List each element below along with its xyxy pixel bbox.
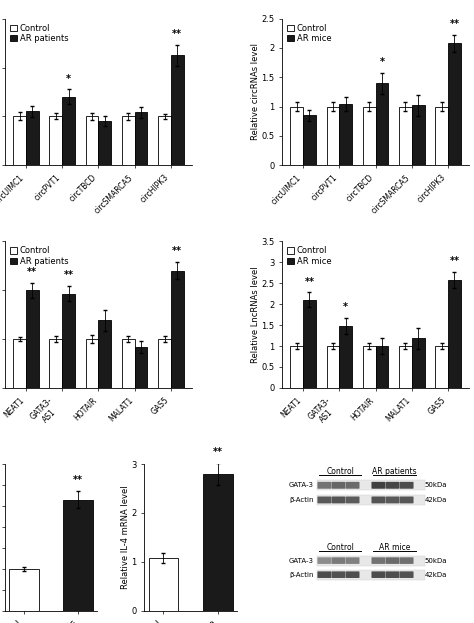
Bar [399, 107, 412, 165]
Bar [412, 105, 425, 165]
Text: *: * [66, 74, 71, 83]
Bar [203, 474, 233, 611]
Bar [327, 346, 339, 388]
Bar [399, 346, 412, 388]
Bar [64, 500, 93, 611]
Bar [158, 339, 171, 388]
Bar [62, 293, 75, 388]
Bar [363, 346, 375, 388]
Text: **: ** [449, 19, 459, 29]
Legend: Control, AR mice: Control, AR mice [286, 23, 332, 44]
Legend: Control, AR mice: Control, AR mice [286, 245, 332, 267]
Bar [375, 346, 388, 388]
Bar [448, 280, 461, 388]
Bar [303, 115, 316, 165]
Bar [339, 103, 352, 165]
Bar [363, 107, 375, 165]
Bar [26, 290, 38, 388]
Bar [327, 107, 339, 165]
Bar [13, 117, 26, 165]
Bar [291, 107, 303, 165]
Text: *: * [343, 302, 348, 312]
Bar [436, 346, 448, 388]
Bar [62, 97, 75, 165]
Bar [436, 107, 448, 165]
Bar [122, 339, 135, 388]
Bar [158, 117, 171, 165]
Bar [135, 348, 147, 388]
Bar [26, 112, 38, 165]
Bar [448, 44, 461, 165]
Bar [303, 300, 316, 388]
Bar [412, 338, 425, 388]
Y-axis label: Relative LncRNAs level: Relative LncRNAs level [251, 266, 260, 363]
Bar [49, 117, 62, 165]
Bar [122, 117, 135, 165]
Text: **: ** [172, 29, 182, 39]
Text: *: * [380, 57, 384, 67]
Bar [86, 117, 99, 165]
Bar [375, 83, 388, 165]
Bar [148, 558, 178, 611]
Bar [9, 569, 39, 611]
Bar [171, 55, 183, 165]
Text: **: ** [172, 246, 182, 256]
Text: **: ** [304, 277, 314, 287]
Bar [339, 326, 352, 388]
Bar [291, 346, 303, 388]
Bar [86, 339, 99, 388]
Bar [171, 270, 183, 388]
Bar [99, 121, 111, 165]
Y-axis label: Relative IL-4 mRNA level: Relative IL-4 mRNA level [121, 485, 130, 589]
Text: **: ** [213, 447, 223, 457]
Text: **: ** [27, 267, 37, 277]
Legend: Control, AR patients: Control, AR patients [9, 245, 69, 267]
Bar [135, 112, 147, 165]
Legend: Control, AR patients: Control, AR patients [9, 23, 69, 44]
Bar [99, 320, 111, 388]
Y-axis label: Relative circRNAs level: Relative circRNAs level [251, 44, 260, 140]
Bar [13, 339, 26, 388]
Text: **: ** [73, 475, 83, 485]
Text: **: ** [64, 270, 73, 280]
Bar [49, 339, 62, 388]
Text: **: ** [449, 255, 459, 265]
